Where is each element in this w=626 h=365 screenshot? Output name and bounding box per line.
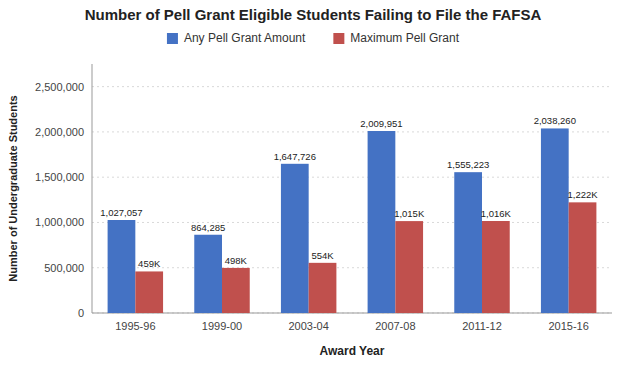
legend-label: Any Pell Grant Amount bbox=[184, 31, 306, 45]
y-tick-label: 500,000 bbox=[44, 262, 84, 274]
bar bbox=[368, 131, 396, 313]
chart-svg: Number of Pell Grant Eligible Students F… bbox=[0, 0, 626, 365]
x-tick-label: 2007-08 bbox=[375, 320, 415, 332]
x-tick-label: 2003-04 bbox=[288, 320, 328, 332]
x-tick-label: 1999-00 bbox=[202, 320, 242, 332]
legend-swatch bbox=[333, 33, 344, 44]
data-label: 554K bbox=[311, 250, 334, 261]
bar bbox=[222, 268, 250, 313]
grid-line bbox=[92, 222, 612, 223]
data-label: 2,009,951 bbox=[360, 118, 402, 129]
y-tick-label: 1,000,000 bbox=[35, 216, 84, 228]
grid-line bbox=[92, 131, 612, 132]
data-label: 1,015K bbox=[394, 208, 425, 219]
grid-line bbox=[92, 86, 612, 87]
bar bbox=[309, 263, 337, 313]
data-label: 1,027,057 bbox=[100, 207, 142, 218]
bar bbox=[108, 220, 136, 313]
x-axis-line bbox=[92, 313, 612, 314]
bars bbox=[108, 128, 597, 313]
data-label: 1,222K bbox=[567, 189, 598, 200]
bar bbox=[569, 202, 597, 313]
data-label: 2,038,260 bbox=[534, 115, 576, 126]
bar bbox=[281, 164, 309, 313]
grid-line bbox=[92, 177, 612, 178]
y-tick-label: 1,500,000 bbox=[35, 171, 84, 183]
bar bbox=[482, 221, 510, 313]
bar bbox=[395, 221, 423, 313]
x-axis-title: Award Year bbox=[320, 344, 385, 358]
chart-title: Number of Pell Grant Eligible Students F… bbox=[85, 6, 542, 23]
y-tick-label: 2,500,000 bbox=[35, 81, 84, 93]
y-tick-label: 0 bbox=[78, 307, 84, 319]
x-tick-label: 2015-16 bbox=[548, 320, 588, 332]
bar bbox=[194, 235, 222, 313]
data-label: 1,016K bbox=[481, 208, 512, 219]
legend-swatch bbox=[167, 33, 178, 44]
bar bbox=[541, 128, 569, 313]
chart-container: Number of Pell Grant Eligible Students F… bbox=[0, 0, 626, 365]
grid bbox=[92, 87, 612, 313]
bar bbox=[454, 172, 482, 313]
data-labels: 1,027,057 864,285 1,647,726 2,009,951 1,555,… bbox=[100, 115, 598, 269]
y-tick-label: 2,000,000 bbox=[35, 126, 84, 138]
legend-item: Maximum Pell Grant bbox=[333, 31, 459, 45]
y-axis-title: Number of Undergraduate Students bbox=[7, 95, 19, 281]
x-tick-label: 2011-12 bbox=[462, 320, 502, 332]
legend-item: Any Pell Grant Amount bbox=[167, 31, 306, 45]
y-axis-line bbox=[92, 64, 93, 313]
background bbox=[0, 0, 626, 365]
legend: Any Pell Grant Amount Maximum Pell Grant bbox=[167, 31, 460, 45]
data-label: 864,285 bbox=[191, 222, 225, 233]
bar bbox=[135, 271, 163, 313]
data-label: 459K bbox=[138, 258, 161, 269]
x-tick-label: 1995-96 bbox=[115, 320, 155, 332]
data-label: 1,555,223 bbox=[447, 159, 489, 170]
data-label: 498K bbox=[225, 255, 248, 266]
data-label: 1,647,726 bbox=[274, 151, 316, 162]
legend-label: Maximum Pell Grant bbox=[350, 31, 459, 45]
grid-line bbox=[92, 267, 612, 268]
grid-line bbox=[92, 313, 612, 314]
